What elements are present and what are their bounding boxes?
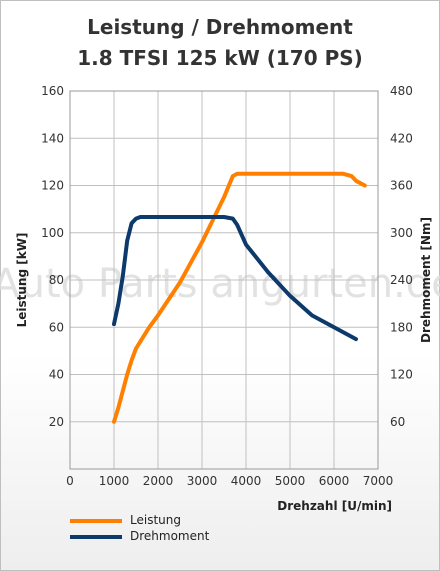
series-group bbox=[112, 171, 367, 424]
axis-labels: 0 1000 2000 3000 4000 5000 6000 7000 20 40 60 80 100… bbox=[15, 84, 433, 513]
watermark: Auto Parts angurten.de bbox=[0, 261, 440, 307]
series-line-leistung bbox=[112, 171, 367, 424]
x-tick-label: 3000 bbox=[187, 474, 218, 488]
legend-label-drehmoment: Drehmoment bbox=[130, 529, 210, 543]
y-right-tick-label: 180 bbox=[390, 320, 413, 334]
watermark-text: Auto Parts angurten.de bbox=[0, 261, 440, 307]
x-tick-label: 7000 bbox=[363, 474, 394, 488]
y-right-tick-label: 240 bbox=[390, 273, 413, 287]
y-right-tick-label: 480 bbox=[390, 84, 413, 98]
y-left-tick-label: 60 bbox=[49, 320, 64, 334]
series-line-drehmoment bbox=[112, 215, 358, 342]
x-tick-label: 6000 bbox=[319, 474, 350, 488]
legend-line-drehmoment bbox=[70, 535, 122, 539]
x-tick-label: 0 bbox=[66, 474, 74, 488]
y-left-tick-label: 100 bbox=[41, 226, 64, 240]
axes bbox=[69, 90, 379, 470]
y-right-tick-label: 300 bbox=[390, 226, 413, 240]
y-left-tick-label: 80 bbox=[49, 273, 64, 287]
chart-title: Leistung / Drehmoment bbox=[87, 15, 353, 39]
y-left-tick-label: 160 bbox=[41, 84, 64, 98]
y-left-tick-label: 140 bbox=[41, 131, 64, 145]
x-tick-label: 5000 bbox=[275, 474, 306, 488]
x-tick-label: 1000 bbox=[99, 474, 130, 488]
y-right-tick-label: 360 bbox=[390, 179, 413, 193]
legend-line-leistung bbox=[70, 519, 122, 523]
legend-label-leistung: Leistung bbox=[130, 513, 181, 527]
y-right-tick-label: 420 bbox=[390, 131, 413, 145]
plot-border bbox=[69, 90, 379, 470]
x-tick-label: 2000 bbox=[143, 474, 174, 488]
y-left-axis-label: Leistung [kW] bbox=[15, 233, 29, 328]
x-tick-label: 4000 bbox=[231, 474, 262, 488]
y-right-tick-label: 120 bbox=[390, 368, 413, 382]
y-right-tick-label: 60 bbox=[390, 415, 405, 429]
y-right-axis-label: Drehmoment [Nm] bbox=[419, 217, 433, 343]
y-left-tick-label: 120 bbox=[41, 179, 64, 193]
y-left-tick-label: 40 bbox=[49, 368, 64, 382]
chart-subtitle: 1.8 TFSI 125 kW (170 PS) bbox=[77, 46, 363, 70]
x-axis-label: Drehzahl [U/min] bbox=[277, 499, 392, 513]
y-left-tick-label: 20 bbox=[49, 415, 64, 429]
grid bbox=[70, 91, 378, 469]
